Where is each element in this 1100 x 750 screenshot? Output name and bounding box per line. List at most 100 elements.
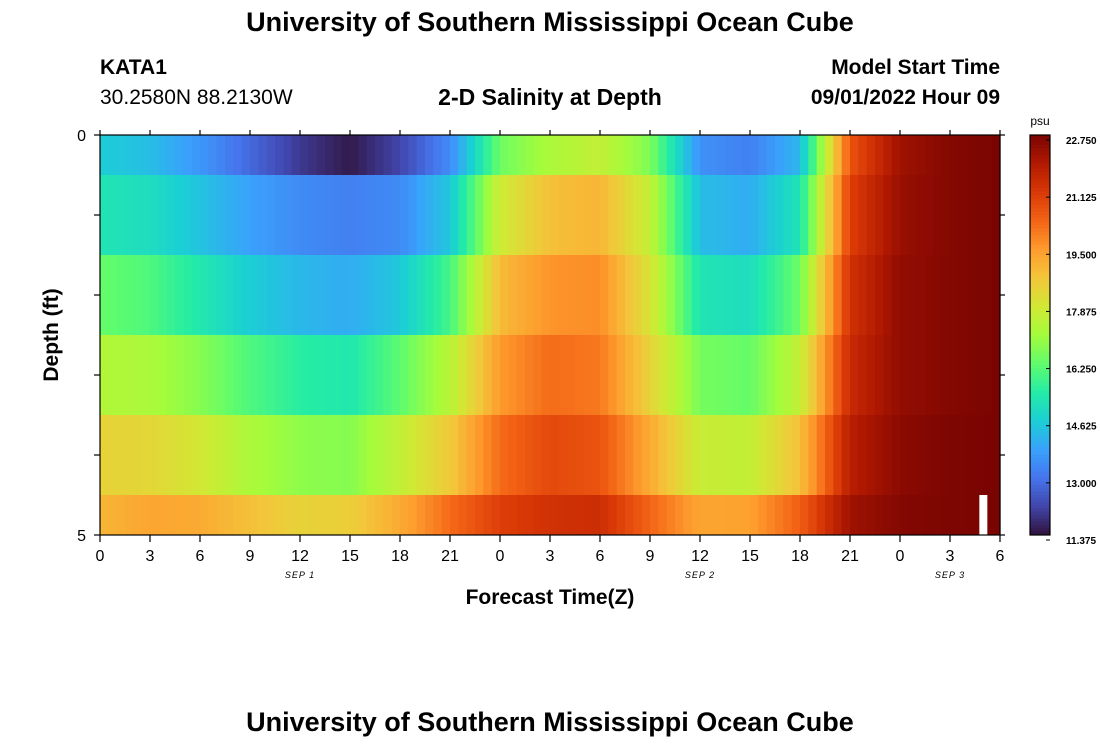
colorbar-segment (1030, 458, 1050, 463)
heatmap-cell (100, 135, 109, 176)
heatmap-cell (516, 255, 526, 336)
colorbar-segment (1030, 195, 1050, 199)
heatmap-cell (825, 415, 834, 496)
heatmap-cell (916, 415, 926, 496)
colorbar-segment (1030, 388, 1050, 393)
colorbar-segment (1030, 208, 1050, 213)
colorbar-segment (1030, 311, 1050, 316)
heatmap-cell (275, 335, 284, 416)
heatmap-cell (583, 335, 593, 416)
heatmap-cell (383, 175, 393, 256)
colorbar-segment (1030, 178, 1050, 183)
heatmap-cell (500, 175, 509, 256)
colorbar-segment (1030, 281, 1050, 286)
heatmap-cell (983, 175, 993, 256)
heatmap-cell (116, 415, 126, 496)
heatmap-cell (300, 175, 309, 256)
colorbar-tick-label: 19.500 (1066, 250, 1097, 261)
heatmap-cell (666, 175, 676, 256)
heatmap-cell (758, 255, 768, 336)
heatmap-cell (283, 335, 293, 416)
heatmap-cell (541, 135, 551, 176)
heatmap-cell (191, 175, 201, 256)
heatmap-cell (658, 135, 668, 176)
heatmap-cell (533, 175, 543, 256)
heatmap-cell (166, 255, 176, 336)
heatmap-cell (175, 255, 184, 336)
colorbar-segment (1030, 358, 1050, 363)
colorbar-segment (1030, 455, 1050, 459)
station-id: KATA1 (100, 56, 167, 79)
heatmap-cell (325, 135, 334, 176)
heatmap-cell (225, 415, 234, 496)
colorbar-segment (1030, 265, 1050, 269)
heatmap-cell (725, 175, 734, 256)
heatmap-cell (583, 495, 593, 536)
heatmap-cell (633, 335, 643, 416)
heatmap-cell (758, 415, 768, 496)
heatmap-cell (183, 415, 193, 496)
heatmap-cell (250, 335, 259, 416)
heatmap-cell (991, 495, 1001, 536)
heatmap-cell (100, 415, 109, 496)
heatmap-cell (183, 255, 193, 336)
heatmap-cell (133, 175, 143, 256)
colorbar-segment (1030, 141, 1050, 146)
heatmap-cell (750, 415, 759, 496)
heatmap-cell (150, 255, 159, 336)
heatmap-cell (441, 255, 451, 336)
heatmap-cell (358, 175, 368, 256)
heatmap-cell (116, 135, 126, 176)
heatmap-cell (508, 255, 518, 336)
heatmap-cell (633, 495, 643, 536)
heatmap-cell (716, 255, 726, 336)
heatmap-cell (533, 495, 543, 536)
heatmap-cell (133, 495, 143, 536)
heatmap-cell (291, 415, 301, 496)
heatmap-cell (316, 135, 326, 176)
colorbar-segment (1030, 398, 1050, 403)
colorbar-segment (1030, 268, 1050, 273)
heatmap-cell (158, 135, 168, 176)
colorbar-segment (1030, 351, 1050, 356)
colorbar-segment (1030, 401, 1050, 406)
heatmap-cell (808, 415, 818, 496)
x-tick-label: 21 (441, 548, 459, 565)
heatmap-cell (166, 135, 176, 176)
heatmap-cell (958, 495, 968, 536)
colorbar-segment (1030, 525, 1050, 529)
heatmap-cell (383, 255, 393, 336)
heatmap-cell (216, 255, 226, 336)
heatmap-cell (308, 175, 318, 256)
heatmap-cell (675, 495, 684, 536)
colorbar-segment (1030, 408, 1050, 413)
heatmap-cell (991, 335, 1001, 416)
colorbar-segment (1030, 318, 1050, 323)
heatmap-cell (216, 415, 226, 496)
colorbar-tick-label: 16.250 (1066, 365, 1097, 376)
heatmap-cell (608, 335, 618, 416)
heatmap-cell (483, 175, 493, 256)
heatmap-cell (600, 135, 609, 176)
heatmap-cell (483, 495, 493, 536)
heatmap-cell (533, 335, 543, 416)
heatmap-cell (766, 175, 776, 256)
heatmap-cell (858, 175, 868, 256)
x-tick-label: 15 (341, 548, 359, 565)
x-tick-label: 3 (146, 548, 155, 565)
heatmap-cell (816, 495, 826, 536)
heatmap-cell (333, 135, 343, 176)
heatmap-cell (616, 495, 626, 536)
heatmap-cell (250, 495, 259, 536)
heatmap-cell (983, 335, 993, 416)
colorbar-segment (1030, 438, 1050, 443)
heatmap-cell (300, 335, 309, 416)
colorbar-segment (1030, 518, 1050, 523)
heatmap-cell (375, 415, 384, 496)
heatmap-cell (141, 175, 151, 256)
heatmap-cell (483, 415, 493, 496)
colorbar-segment (1030, 248, 1050, 253)
heatmap-cell (566, 415, 576, 496)
colorbar-segment (1030, 201, 1050, 206)
heatmap-cell (791, 335, 801, 416)
